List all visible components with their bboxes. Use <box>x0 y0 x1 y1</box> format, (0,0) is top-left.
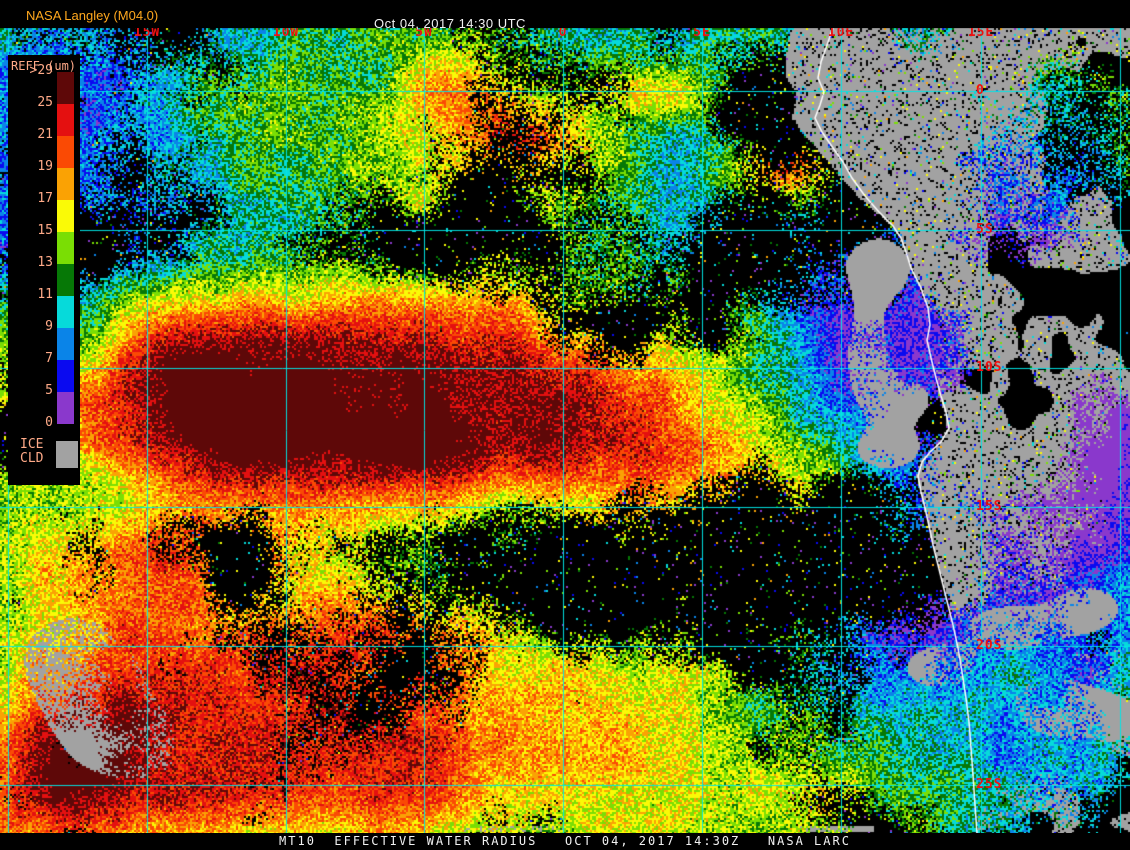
legend-tick-label: 5 <box>45 383 53 398</box>
legend-tick-label: 15 <box>37 223 53 238</box>
legend-title: REFF (um) <box>11 59 77 73</box>
legend-color-segment <box>57 264 74 296</box>
status-bar-text: MT10 EFFECTIVE WATER RADIUS OCT 04, 2017… <box>279 834 851 848</box>
legend-color-segment <box>57 360 74 392</box>
longitude-label-5E: 5E <box>693 25 711 40</box>
timestamp-subtitle: Oct 04, 2017 14:30 UTC <box>374 16 526 31</box>
longitude-label-5W: 5W <box>415 25 433 40</box>
legend-color-segment <box>57 232 74 264</box>
legend-tick-label: 7 <box>45 351 53 366</box>
nasa-credit-label: NASA Langley (M04.0) <box>26 8 159 23</box>
longitude-label-10W: 10W <box>272 25 300 40</box>
latitude-label-10S: 10S <box>976 360 1003 375</box>
latitude-label-15S: 15S <box>976 499 1003 514</box>
ice-cld-swatch <box>56 441 78 468</box>
legend-color-segment <box>57 104 74 136</box>
legend-tick-label: 25 <box>37 95 53 110</box>
ice-cld-label: CLD <box>20 451 44 466</box>
legend-tick-label: >29 <box>29 63 53 78</box>
legend-color-segment <box>57 392 74 424</box>
longitude-label-15W: 15W <box>133 25 161 40</box>
legend-tick-label: 11 <box>37 287 53 302</box>
legend-tick-label: 17 <box>37 191 53 206</box>
legend-color-segment <box>57 168 74 200</box>
legend-tick-label: 21 <box>37 127 53 142</box>
longitude-label-10E: 10E <box>827 25 855 40</box>
status-bar: MT10 EFFECTIVE WATER RADIUS OCT 04, 2017… <box>0 833 1130 850</box>
legend-color-segment <box>57 72 74 104</box>
legend-color-segment <box>57 200 74 232</box>
latitude-label-20S: 20S <box>976 638 1003 653</box>
longitude-label-0: 0 <box>558 25 568 40</box>
title-bar <box>0 0 1130 28</box>
legend-tick-label: 13 <box>37 255 53 270</box>
latitude-label-5S: 5S <box>976 222 994 237</box>
reff-color-legend: REFF (um) ICE CLD >29 25 21 19 17 15 13 11 9 7 5 0 <box>8 55 80 485</box>
legend-tick-label: 0 <box>45 415 53 430</box>
legend-color-segment <box>57 136 74 168</box>
legend-tick-label: 9 <box>45 319 53 334</box>
longitude-label-15E: 15E <box>967 25 995 40</box>
latitude-label-0: 0 <box>976 83 985 98</box>
ice-cld-label: ICE <box>20 437 44 452</box>
legend-tick-label: 19 <box>37 159 53 174</box>
legend-color-segment <box>57 296 74 328</box>
latitude-label-25S: 25S <box>976 777 1003 792</box>
legend-color-segment <box>57 328 74 360</box>
